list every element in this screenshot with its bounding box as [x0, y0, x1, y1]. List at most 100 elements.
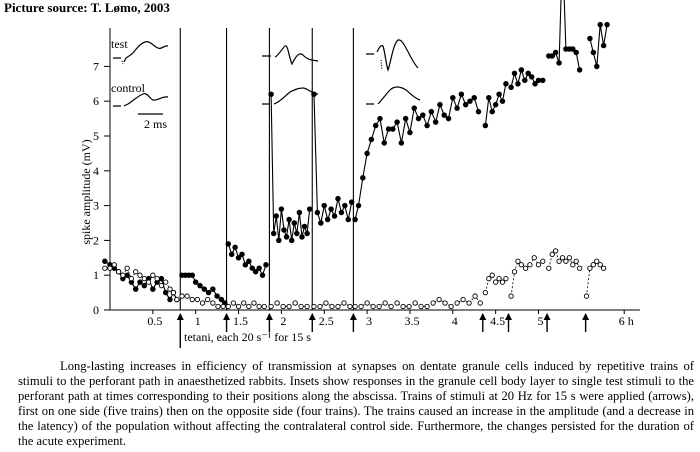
data-point	[540, 77, 546, 84]
data-point-open	[199, 300, 206, 306]
data-series	[102, 0, 610, 310]
data-point	[486, 94, 492, 101]
data-point-open	[352, 303, 358, 310]
inset-mid-test-trace	[262, 45, 319, 66]
data-point	[281, 227, 287, 233]
data-point-open	[508, 293, 514, 299]
data-point-open	[150, 272, 156, 278]
data-point-open	[400, 303, 406, 310]
data-point	[338, 209, 345, 216]
inset-late-test-trace	[366, 39, 419, 72]
spike-amplitude-chart: spike amplitude (mV) 0 1 2 3 4 5 6 7 0.5 1 1.5 2 2.…	[79, 0, 640, 348]
data-point	[210, 286, 216, 292]
y-tick-label: 5	[93, 129, 99, 143]
data-point-open	[241, 300, 247, 306]
data-point	[522, 77, 528, 84]
data-point-open	[137, 272, 143, 278]
data-point	[402, 115, 409, 122]
data-point	[570, 46, 576, 52]
data-point	[492, 101, 499, 108]
data-point-open	[436, 296, 442, 303]
data-point-open	[482, 289, 489, 296]
data-point-open	[489, 272, 495, 278]
data-point-open	[215, 303, 221, 310]
data-point	[225, 241, 232, 247]
data-point	[454, 105, 460, 111]
inset-late-control-trace	[366, 86, 421, 105]
data-point	[489, 108, 495, 115]
data-point-open	[184, 293, 190, 299]
data-point	[576, 67, 583, 73]
tetanus-arrow	[582, 313, 590, 332]
data-point	[428, 108, 435, 115]
data-point	[137, 279, 143, 285]
data-point-open	[111, 262, 117, 268]
data-point-open	[527, 262, 533, 268]
data-point-open	[511, 269, 518, 275]
data-point-open	[424, 303, 430, 310]
series-line-dashed	[355, 295, 481, 307]
data-point-open	[298, 303, 304, 310]
data-point-open	[251, 300, 257, 306]
data-point	[587, 35, 593, 42]
data-point-open	[179, 293, 185, 299]
y-ticks: 0 1 2 3 4 5 6 7	[93, 59, 110, 317]
data-point	[511, 70, 518, 77]
data-point-open	[472, 293, 478, 299]
data-point	[288, 237, 295, 244]
data-point	[232, 244, 238, 251]
picture-source: Picture source: T. Lømo, 2003	[4, 0, 170, 15]
data-point	[482, 122, 489, 129]
data-point-open	[515, 258, 521, 264]
data-point	[150, 286, 156, 292]
data-point	[132, 286, 139, 292]
data-point	[372, 122, 379, 129]
data-point	[286, 216, 292, 223]
data-point	[205, 289, 212, 296]
data-point	[352, 216, 358, 223]
figure-caption: Long-lasting increases in efficiency of …	[18, 359, 694, 448]
data-point	[294, 230, 300, 237]
x-tick-label: 6 h	[619, 314, 634, 328]
data-point	[278, 206, 285, 212]
data-point-open	[388, 303, 394, 310]
data-point-open	[570, 262, 576, 268]
data-point	[324, 216, 331, 223]
data-point	[335, 195, 341, 202]
inset-early: test control 2 ms	[111, 37, 169, 131]
data-point-open	[454, 300, 460, 306]
data-point	[192, 279, 199, 285]
data-point	[299, 234, 305, 240]
data-point	[321, 202, 328, 209]
tetanus-arrow	[543, 313, 551, 332]
data-point-open	[268, 303, 274, 310]
data-point	[377, 115, 383, 122]
data-point-open	[189, 296, 195, 303]
data-point	[306, 206, 313, 212]
data-point	[360, 175, 366, 181]
data-point	[201, 286, 208, 292]
y-tick-label: 2	[93, 233, 99, 247]
x-ticks: 0.5 1 1.5 2 2.5 3 3.5 4 4.5 5 6 h	[147, 310, 634, 328]
data-point-open	[597, 262, 603, 268]
tetanus-arrow	[308, 313, 316, 332]
data-point-open	[235, 303, 242, 310]
data-point	[263, 262, 269, 268]
data-point-open	[376, 303, 382, 310]
data-point-open	[496, 276, 502, 282]
data-point	[235, 255, 242, 261]
data-point	[259, 272, 266, 278]
x-tick-label: 2.5	[319, 314, 334, 328]
data-point	[318, 220, 324, 226]
data-point	[162, 289, 169, 296]
data-point	[328, 206, 334, 212]
data-point	[471, 94, 477, 101]
inset-test-trace	[113, 41, 169, 63]
data-point	[242, 262, 249, 268]
data-point-open	[549, 251, 555, 257]
data-point	[368, 136, 375, 143]
data-point-open	[194, 296, 201, 303]
data-point	[102, 258, 108, 265]
y-tick-label: 6	[93, 94, 99, 108]
data-point-open	[499, 279, 506, 285]
